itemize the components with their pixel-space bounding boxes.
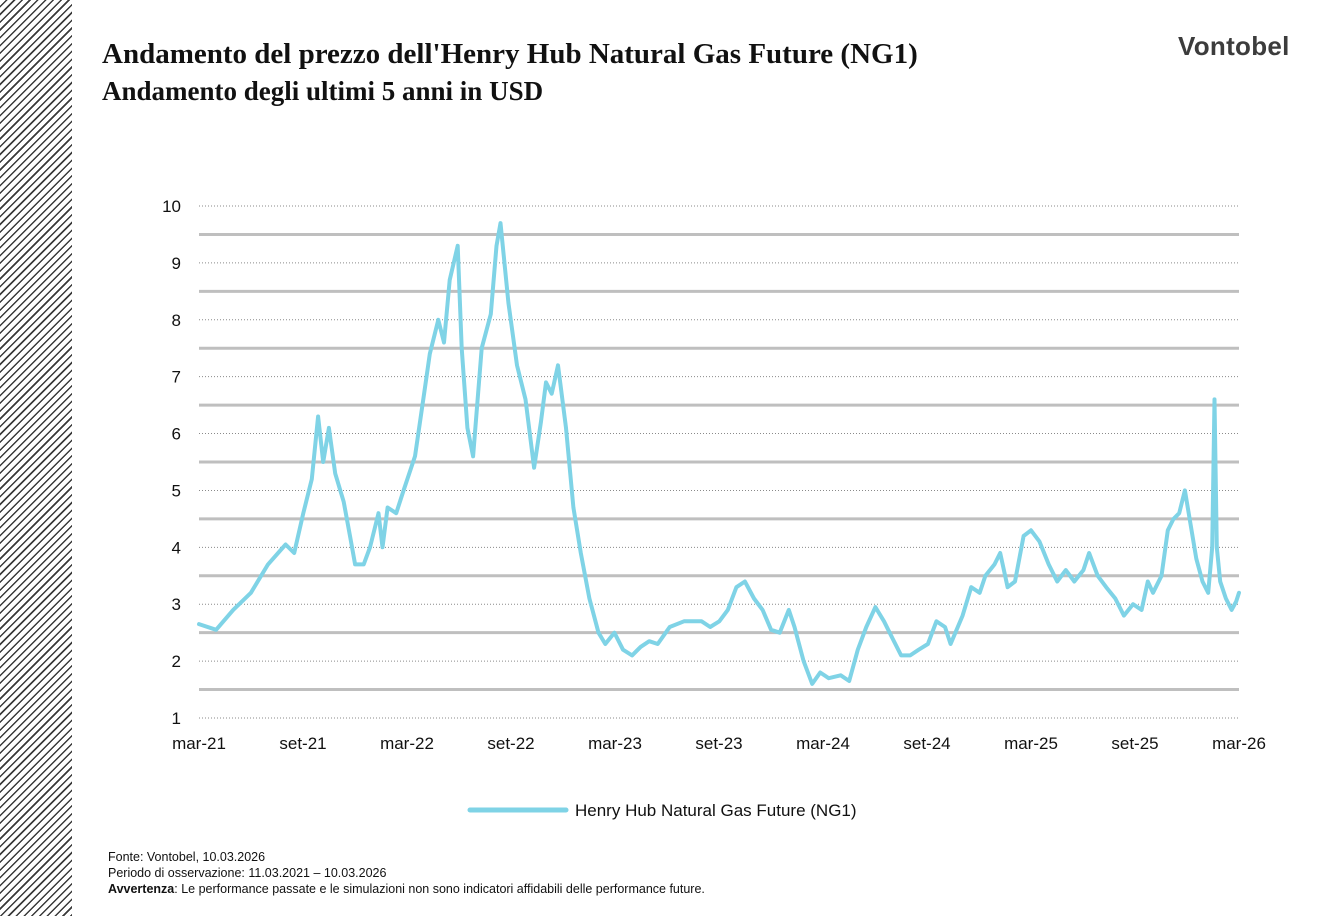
series-group [197, 221, 1241, 686]
period-note: Periodo di osservazione: 11.03.2021 – 10… [108, 866, 387, 880]
x-tick-label: set-21 [279, 734, 326, 753]
y-tick-label: 6 [172, 425, 181, 444]
warning-note: Avvertenza: Le performance passate e le … [108, 881, 705, 897]
y-axis-ticks: 1 2 3 4 5 6 7 8 9 10 [162, 197, 181, 728]
source-note: Fonte: Vontobel, 10.03.2026 [108, 850, 266, 864]
x-tick-label: set-25 [1111, 734, 1158, 753]
chart-title: Andamento del prezzo dell'Henry Hub Natu… [102, 38, 918, 70]
y-tick-label: 2 [172, 652, 181, 671]
warning-label: Avvertenza [108, 882, 175, 896]
x-tick-label: mar-24 [796, 734, 850, 753]
x-tick-label: mar-26 [1212, 734, 1266, 753]
x-tick-label: mar-25 [1004, 734, 1058, 753]
x-tick-label: mar-23 [588, 734, 642, 753]
y-tick-label: 4 [172, 538, 181, 557]
series-line-ng1 [197, 221, 1241, 686]
y-tick-label: 9 [172, 254, 181, 273]
legend-label: Henry Hub Natural Gas Future (NG1) [575, 801, 857, 820]
y-tick-label: 10 [162, 197, 181, 216]
warning-text: : Le performance passate e le simulazion… [174, 882, 705, 896]
y-tick-label: 3 [172, 595, 181, 614]
decorative-stripe-band [0, 0, 72, 916]
x-tick-label: set-22 [487, 734, 534, 753]
vontobel-logo: Vontobel [1178, 31, 1290, 61]
footer-notes: Fonte: Vontobel, 10.03.2026 Periodo di o… [108, 849, 705, 897]
chart-subtitle: Andamento degli ultimi 5 anni in USD [102, 76, 544, 106]
y-tick-label: 1 [172, 709, 181, 728]
y-tick-label: 7 [172, 368, 181, 387]
x-axis-ticks: mar-21 set-21 mar-22 set-22 mar-23 set-23 mar-… [172, 734, 1266, 753]
x-tick-label: set-24 [903, 734, 950, 753]
x-tick-label: set-23 [695, 734, 742, 753]
y-tick-label: 5 [172, 481, 181, 500]
y-tick-label: 8 [172, 311, 181, 330]
x-tick-label: mar-21 [172, 734, 226, 753]
legend: Henry Hub Natural Gas Future (NG1) [467, 801, 857, 820]
gridlines [199, 205, 1239, 719]
x-tick-label: mar-22 [380, 734, 434, 753]
